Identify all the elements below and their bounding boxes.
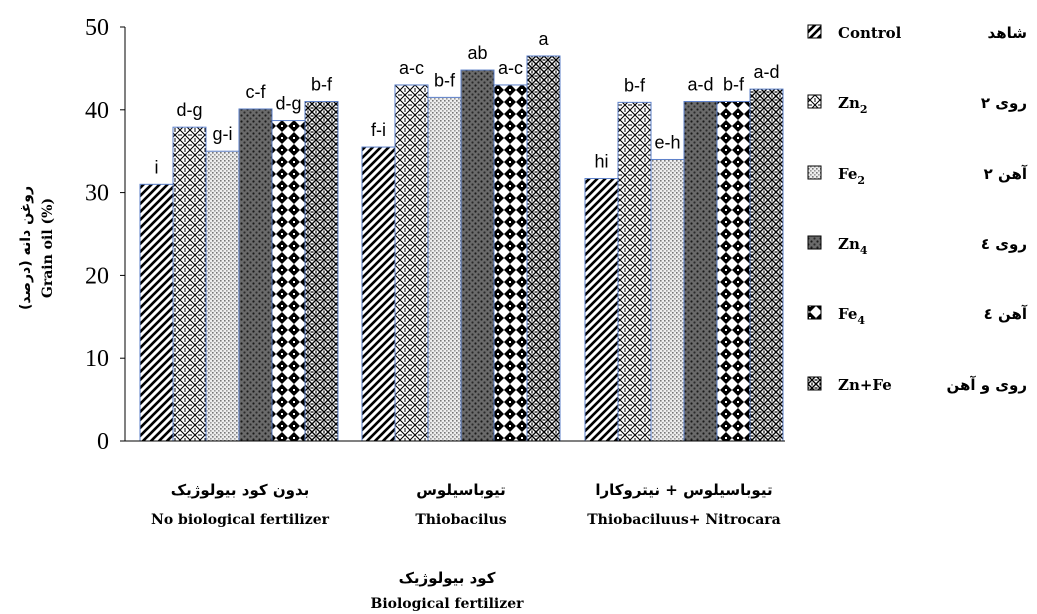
legend-item: Fe2 آهن ۲ <box>807 165 1028 187</box>
legend-item: Zn+Fe روی و آهن <box>807 376 1027 394</box>
bar <box>139 183 174 442</box>
bar-significance-label: a-d <box>687 75 713 95</box>
legend-swatch <box>807 165 822 180</box>
y-axis-title-en: Grain oil (%) <box>40 198 56 298</box>
y-tick-label: 40 <box>85 98 109 124</box>
bar <box>205 150 240 442</box>
bar-significance-label: b-f <box>624 75 646 95</box>
category-label-en: Thiobacilus <box>415 512 506 528</box>
bar <box>271 120 306 442</box>
bar-significance-label: b-f <box>434 70 456 90</box>
bar <box>617 101 652 442</box>
y-axis-title-fa: روغن دانه (درصد) <box>18 186 34 310</box>
bar-significance-label: ab <box>467 43 487 63</box>
bar-significance-label: a-c <box>498 58 523 78</box>
legend-swatch <box>807 376 822 391</box>
legend-label-fa: آهن ۲ <box>984 165 1028 183</box>
legend-swatch <box>807 94 822 109</box>
bar <box>526 55 561 442</box>
legend-label-fa: شاهد <box>988 24 1027 42</box>
bar <box>460 69 495 442</box>
legend-swatch <box>807 24 822 39</box>
legend: Control شاهد Zn2 روی ۲ Fe2 آهن ۲ Zn4 روی ٤ Fe4 آه… <box>807 24 1028 394</box>
bar <box>584 178 619 442</box>
bar-significance-label: i <box>155 157 159 177</box>
bar <box>493 84 528 442</box>
bar-significance-label: b-f <box>723 75 745 95</box>
bar-significance-label: a-c <box>399 58 424 78</box>
bar <box>427 96 462 442</box>
bar-significance-label: a <box>538 29 549 49</box>
bar-significance-label: d-g <box>275 94 301 114</box>
y-tick-label: 20 <box>85 263 109 289</box>
bar <box>650 158 685 442</box>
category-label-fa: تیوباسیلوس <box>416 481 506 499</box>
bar-significance-label: e-h <box>654 132 680 152</box>
legend-label-fa: روی و آهن <box>946 376 1027 394</box>
legend-label: Zn+Fe <box>838 376 892 394</box>
x-axis-title-en: Biological fertilizer <box>370 596 524 612</box>
legend-label-fa: روی ۲ <box>981 94 1027 112</box>
legend-label: Zn2 <box>838 94 868 116</box>
legend-item: Fe4 آهن ٤ <box>807 305 1028 327</box>
category-labels: بدون کود بیولوژیک No biological fertilize… <box>151 481 781 528</box>
axes <box>124 27 785 442</box>
legend-swatch <box>807 235 822 250</box>
bar <box>238 108 273 442</box>
legend-item: Zn4 روی ٤ <box>807 235 1027 257</box>
y-tick-label: 50 <box>85 15 109 41</box>
bar-significance-label: f-i <box>371 120 386 140</box>
x-axis-title-fa: کود بیولوژیک <box>399 569 496 587</box>
legend-label: Fe4 <box>838 305 865 327</box>
legend-label: Zn4 <box>838 235 868 257</box>
bar <box>304 101 339 442</box>
y-tick-label: 10 <box>85 346 109 372</box>
category-label-fa: تیوباسیلوس + نیتروکارا <box>595 481 772 499</box>
legend-label-fa: آهن ٤ <box>984 305 1028 323</box>
y-tick-label: 30 <box>85 181 109 207</box>
legend-item: Zn2 روی ۲ <box>807 94 1027 116</box>
bar <box>394 84 429 442</box>
category-label-en: Thiobaciluus+ Nitrocara <box>587 512 780 528</box>
category-label-en: No biological fertilizer <box>151 512 330 528</box>
legend-item: Control شاهد <box>807 24 1027 42</box>
category-label-fa: بدون کود بیولوژیک <box>171 481 310 499</box>
bar <box>172 126 207 442</box>
y-tick-label: 0 <box>97 429 109 455</box>
legend-swatch <box>807 305 822 320</box>
legend-label-fa: روی ٤ <box>981 235 1027 253</box>
legend-label: Fe2 <box>838 165 865 187</box>
bar-significance-label: hi <box>594 152 608 172</box>
bar-significance-label: b-f <box>311 75 333 95</box>
bar <box>683 101 718 442</box>
bar-significance-label: a-d <box>753 62 779 82</box>
bar-significance-label: d-g <box>176 100 202 120</box>
bar <box>749 88 784 442</box>
bar-significance-label: c-f <box>246 82 267 102</box>
y-tick-labels: 0 10 20 30 40 50 <box>85 15 125 455</box>
legend-label: Control <box>838 24 902 42</box>
bar <box>361 146 396 442</box>
bar-significance-label: g-i <box>212 124 232 144</box>
bar <box>716 101 751 442</box>
plot-area: i f-i hi d-g a-c b-f g-i b-f e-h c-f ab a-d d-g a-c b-… <box>139 29 784 442</box>
